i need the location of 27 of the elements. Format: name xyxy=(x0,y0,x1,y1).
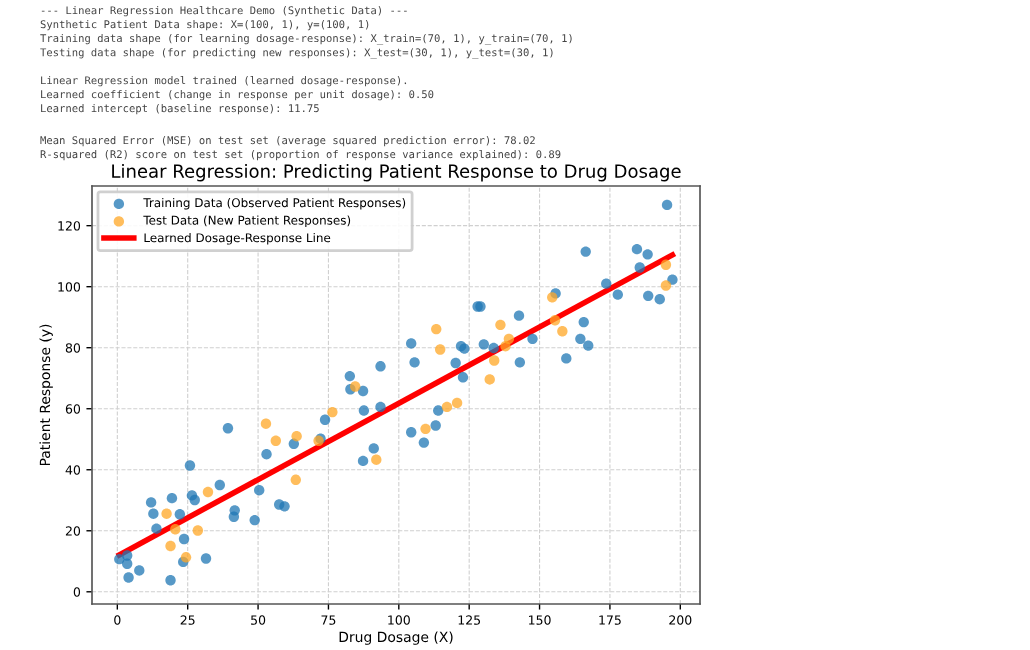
point xyxy=(660,280,672,291)
point xyxy=(371,454,382,465)
point xyxy=(290,474,301,486)
point xyxy=(503,333,515,345)
point xyxy=(549,315,561,326)
point xyxy=(441,401,453,413)
point xyxy=(165,540,176,552)
point xyxy=(420,423,431,435)
point xyxy=(192,525,204,536)
point xyxy=(489,355,500,366)
point xyxy=(451,397,463,409)
point xyxy=(291,430,302,442)
point xyxy=(495,319,506,331)
point xyxy=(327,406,338,418)
point xyxy=(202,486,214,498)
point xyxy=(484,374,495,385)
chart-title: Linear Regression: Predicting Patient Response to Drug Dosage xyxy=(112,163,681,182)
point xyxy=(349,381,361,392)
point xyxy=(434,344,446,355)
point xyxy=(431,323,442,335)
point xyxy=(270,435,281,446)
point xyxy=(180,552,192,563)
point xyxy=(170,524,181,535)
point xyxy=(660,259,672,270)
point xyxy=(161,508,172,519)
point xyxy=(260,418,272,429)
point xyxy=(557,326,568,337)
